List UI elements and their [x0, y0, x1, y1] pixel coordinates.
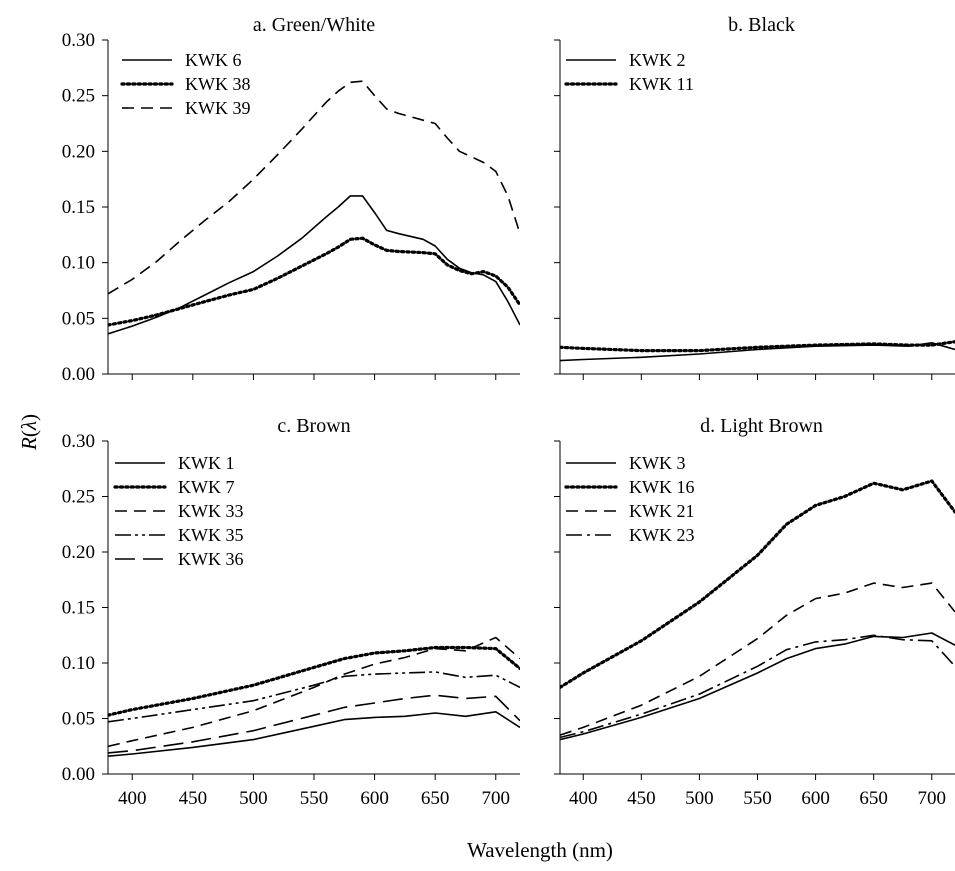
legend-label: KWK 23	[629, 525, 695, 545]
x-tick-label: 700	[918, 788, 947, 809]
panel-title: d. Light Brown	[700, 415, 823, 437]
legend-label: KWK 35	[178, 525, 244, 545]
x-tick-label: 450	[179, 788, 208, 809]
y-tick-label: 0.25	[62, 86, 95, 107]
x-tick-label: 550	[743, 788, 772, 809]
legend-label: KWK 6	[185, 50, 242, 70]
series-line-kwk-33	[108, 636, 520, 748]
series-line-kwk-6	[108, 195, 520, 335]
series-line-kwk-7	[108, 645, 520, 717]
x-tick-label: 550	[300, 788, 329, 809]
x-axis-title: Wavelength (nm)	[467, 838, 613, 862]
series-line-kwk-11	[560, 340, 955, 353]
y-tick-label: 0.00	[62, 364, 95, 385]
y-tick-label: 0.10	[62, 653, 95, 674]
legend-label: KWK 11	[629, 74, 694, 94]
x-tick-label: 400	[118, 788, 147, 809]
legend-label: KWK 3	[629, 453, 686, 473]
x-tick-label: 500	[239, 788, 268, 809]
series-line-kwk-39	[108, 80, 520, 295]
y-axis-title: R(λ)	[17, 414, 41, 451]
y-tick-label: 0.20	[62, 542, 95, 563]
x-tick-label: 600	[360, 788, 389, 809]
chart-panel-3: c. Brown 0.00 0.05 0.10 0.15 0.20 0.25 0.30 400 4…	[62, 415, 520, 809]
legend-label: KWK 7	[178, 477, 235, 497]
series-line-kwk-16	[560, 479, 955, 690]
y-tick-label: 0.15	[62, 598, 95, 619]
x-tick-label: 650	[421, 788, 450, 809]
y-tick-label: 0.05	[62, 308, 95, 329]
legend-label: KWK 1	[178, 453, 235, 473]
y-tick-label: 0.25	[62, 487, 95, 508]
y-tick-label: 0.10	[62, 253, 95, 274]
series-line-kwk-38	[108, 236, 520, 327]
x-tick-label: 700	[482, 788, 511, 809]
x-tick-label: 500	[685, 788, 714, 809]
x-tick-label: 600	[801, 788, 830, 809]
y-tick-label: 0.20	[62, 141, 95, 162]
legend-label: KWK 36	[178, 549, 244, 569]
y-tick-label: 0.30	[62, 431, 95, 452]
panel-title: a. Green/White	[253, 14, 375, 36]
legend-label: KWK 39	[185, 98, 251, 118]
y-tick-label: 0.30	[62, 30, 95, 51]
chart-panel-4: d. Light Brown 400 450 500 550 600 650 700 KWK 3…	[554, 415, 955, 809]
series-line-kwk-23	[560, 634, 955, 739]
legend-label: KWK 2	[629, 50, 686, 70]
series-line-kwk-1	[108, 710, 520, 757]
series-line-kwk-35	[108, 671, 520, 723]
legend-label: KWK 33	[178, 501, 244, 521]
y-tick-label: 0.05	[62, 709, 95, 730]
series-line-kwk-21	[560, 582, 955, 736]
series-line-kwk-36	[108, 694, 520, 754]
chart-panel-1: a. Green/White 0.00 0.05 0.10 0.15 0.20 0.25 0.…	[62, 14, 520, 385]
panel-title: c. Brown	[277, 415, 350, 437]
x-tick-label: 450	[627, 788, 656, 809]
legend-label: KWK 16	[629, 477, 695, 497]
chart-panel-2: b. Black KWK 2 KWK 11	[554, 14, 955, 380]
panel-title: b. Black	[728, 14, 795, 36]
legend-label: KWK 21	[629, 501, 695, 521]
x-tick-label: 400	[569, 788, 598, 809]
series-line-kwk-3	[560, 632, 955, 741]
legend-label: KWK 38	[185, 74, 251, 94]
y-tick-label: 0.15	[62, 197, 95, 218]
y-tick-label: 0.00	[62, 764, 95, 785]
x-tick-label: 650	[859, 788, 888, 809]
